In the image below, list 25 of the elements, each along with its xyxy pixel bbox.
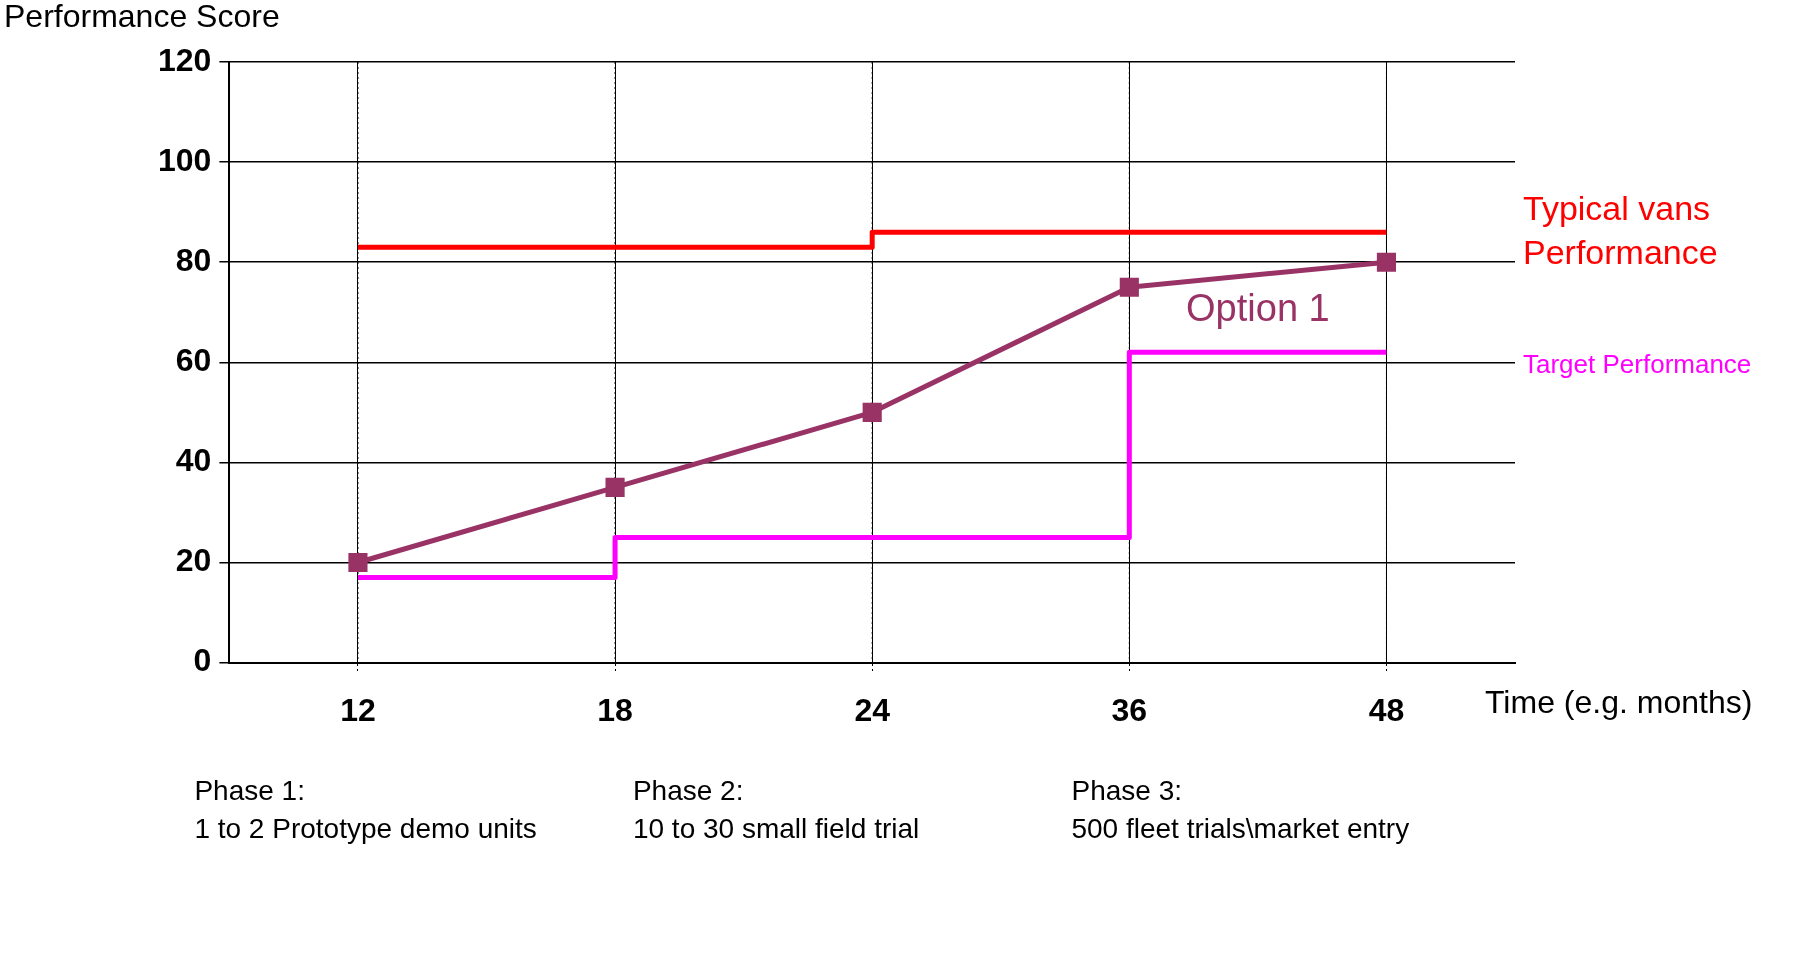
point: [1376, 252, 1397, 272]
series-label: Option 1: [1186, 287, 1330, 330]
text: Typical vans Performance: [1523, 188, 1718, 271]
y-axis-title: Performance Score: [4, 0, 280, 34]
text: Phase 2: 10 to 30 small field trial: [632, 775, 920, 845]
y-tick-label: 0: [193, 642, 212, 679]
point: [862, 402, 882, 422]
text: Target Performance: [1523, 349, 1752, 380]
x-axis-title: Time (e.g. months): [1485, 684, 1753, 721]
text: Phase 1: 1 to 2 Prototype demo units: [194, 775, 537, 845]
x-tick-label: 48: [1368, 691, 1405, 728]
x-tick-label: 36: [1111, 691, 1148, 728]
y-tick-label: 120: [158, 41, 212, 78]
y-tick-label: 40: [175, 442, 212, 479]
x-tick-label: 12: [340, 691, 376, 728]
y-tick-label: 80: [175, 242, 212, 279]
y-tick-label: 20: [175, 542, 212, 579]
text: Phase 3: 500 fleet trials\market entry: [1071, 775, 1410, 845]
x-tick-label: 24: [854, 691, 891, 728]
point: [605, 477, 625, 497]
x-tick-label: 18: [597, 691, 633, 728]
point: [1119, 277, 1139, 297]
y-tick-label: 100: [158, 141, 212, 178]
y-tick-label: 60: [175, 342, 212, 379]
point: [348, 552, 368, 573]
